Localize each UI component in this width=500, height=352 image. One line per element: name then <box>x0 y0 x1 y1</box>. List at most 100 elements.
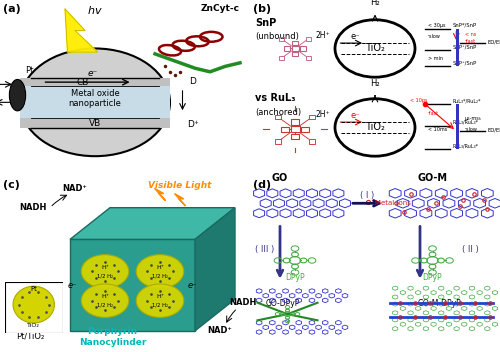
Circle shape <box>81 255 129 288</box>
Text: e⁻: e⁻ <box>88 69 98 78</box>
Bar <box>291 119 299 125</box>
Bar <box>20 86 170 119</box>
Bar <box>279 56 284 60</box>
Text: ²slow: ²slow <box>465 127 478 132</box>
Bar <box>291 134 299 139</box>
Bar <box>20 119 170 128</box>
Text: NAD⁺: NAD⁺ <box>62 184 88 193</box>
Text: H₂: H₂ <box>370 0 380 7</box>
Text: 1/2 H₂: 1/2 H₂ <box>97 273 113 278</box>
Bar <box>290 126 300 132</box>
Bar <box>300 46 306 51</box>
Text: RuL₃*/RuL₂*: RuL₃*/RuL₂* <box>452 98 481 103</box>
Text: ²slow: ²slow <box>428 34 440 39</box>
Bar <box>20 78 170 86</box>
Text: GO-M-DPyP: GO-M-DPyP <box>418 299 462 308</box>
Text: ED/ED⁺: ED/ED⁺ <box>488 128 500 133</box>
Text: 1/2 H₂: 1/2 H₂ <box>152 302 168 307</box>
Bar <box>279 37 284 41</box>
Text: TiO₂: TiO₂ <box>365 43 385 54</box>
Text: H⁺: H⁺ <box>156 265 164 270</box>
Text: e⁻: e⁻ <box>68 281 78 290</box>
Text: < 30μs: < 30μs <box>428 23 445 28</box>
Bar <box>306 37 311 41</box>
Text: 1/2 H₂: 1/2 H₂ <box>152 273 168 278</box>
Text: $hv$: $hv$ <box>87 4 103 16</box>
Text: Metal oxide
nanoparticle: Metal oxide nanoparticle <box>68 89 122 108</box>
Bar <box>456 104 459 149</box>
Text: 1/2 H₂: 1/2 H₂ <box>97 302 113 307</box>
Text: Porphyrin
Nanocylinder: Porphyrin Nanocylinder <box>79 327 146 347</box>
Bar <box>306 56 311 60</box>
Text: Pt: Pt <box>25 67 34 75</box>
Text: ¹fast: ¹fast <box>465 39 476 44</box>
Text: TiO₂: TiO₂ <box>28 322 40 327</box>
Text: e⁻: e⁻ <box>350 32 360 42</box>
Circle shape <box>20 49 170 156</box>
Text: CB: CB <box>76 78 88 87</box>
Polygon shape <box>70 239 195 331</box>
Bar <box>275 115 281 119</box>
Text: 2H⁺: 2H⁺ <box>316 31 330 40</box>
Text: vs RuL₃: vs RuL₃ <box>255 93 296 103</box>
Text: e⁻: e⁻ <box>350 112 360 120</box>
Bar <box>282 126 289 132</box>
Text: DPyP: DPyP <box>422 273 442 282</box>
Text: GO: GO <box>272 173 288 183</box>
Text: D: D <box>189 77 196 86</box>
Circle shape <box>335 99 415 156</box>
Bar <box>292 41 298 45</box>
Text: Pt: Pt <box>30 286 37 292</box>
Text: 2H⁺: 2H⁺ <box>316 110 330 119</box>
Text: e⁻: e⁻ <box>188 281 197 290</box>
Text: GO-M: GO-M <box>418 173 448 183</box>
Text: ZnCyt-c: ZnCyt-c <box>200 4 239 13</box>
Polygon shape <box>154 188 166 201</box>
Text: ¹fast: ¹fast <box>428 111 438 116</box>
Text: DPyP: DPyP <box>285 273 305 282</box>
Bar <box>275 139 281 144</box>
Polygon shape <box>70 208 235 239</box>
Text: SnP*/SnP: SnP*/SnP <box>452 23 476 28</box>
Polygon shape <box>174 194 186 206</box>
Text: H⁺: H⁺ <box>156 294 164 299</box>
Text: ( II ): ( II ) <box>462 245 478 254</box>
Text: < ns: < ns <box>465 32 476 37</box>
Text: ED/ED⁺: ED/ED⁺ <box>488 40 500 45</box>
Text: H⁺: H⁺ <box>101 265 109 270</box>
Circle shape <box>136 255 184 288</box>
Text: TiO₂: TiO₂ <box>365 122 385 132</box>
Bar <box>301 126 308 132</box>
Circle shape <box>136 284 184 318</box>
Text: NADH: NADH <box>229 298 256 307</box>
Text: VB: VB <box>89 119 101 128</box>
Text: (c): (c) <box>2 180 20 189</box>
Text: (b): (b) <box>252 4 270 14</box>
Text: ( III ): ( III ) <box>256 245 274 254</box>
Text: (d): (d) <box>252 180 270 189</box>
Text: ( I ): ( I ) <box>360 191 374 200</box>
Text: < 10ms: < 10ms <box>428 127 447 132</box>
Text: Visible Light: Visible Light <box>148 181 212 190</box>
Text: GO-DPyP: GO-DPyP <box>266 299 300 308</box>
Bar <box>284 46 290 51</box>
Circle shape <box>13 286 54 323</box>
Text: (unbound): (unbound) <box>255 32 299 41</box>
Text: > min: > min <box>428 56 442 61</box>
Text: SnP⁺/SnP: SnP⁺/SnP <box>452 61 477 65</box>
Bar <box>292 46 298 51</box>
Text: RuL₃/RuL₃*: RuL₃/RuL₃* <box>452 120 478 125</box>
Text: RuL₃/RuL₃*: RuL₃/RuL₃* <box>452 143 478 148</box>
Text: μs-msₕ: μs-msₕ <box>465 116 482 121</box>
Text: Metal ions: Metal ions <box>375 200 411 206</box>
Text: (anchored): (anchored) <box>255 108 301 117</box>
Text: Pt/TiO₂: Pt/TiO₂ <box>16 332 44 341</box>
Polygon shape <box>195 208 235 331</box>
Circle shape <box>335 20 415 77</box>
Text: NADH: NADH <box>19 203 46 212</box>
Bar <box>456 29 459 67</box>
Text: < 10ps: < 10ps <box>410 98 428 103</box>
Bar <box>309 115 316 119</box>
Circle shape <box>81 284 129 318</box>
Text: SnP⁺/SnP: SnP⁺/SnP <box>452 44 477 49</box>
